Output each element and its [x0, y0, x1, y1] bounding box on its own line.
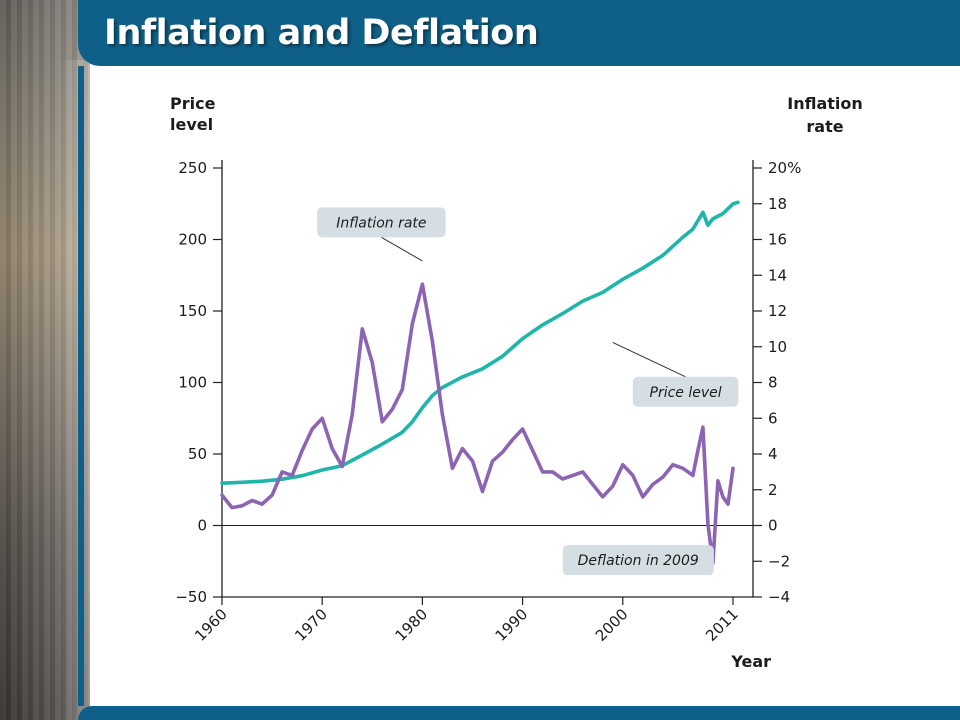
left-axis-title-line-2: level — [170, 115, 213, 134]
callout-label-inflation-rate: Inflation rate — [336, 215, 426, 231]
left-tick-label: 200 — [178, 231, 207, 249]
right-axis-title-line-1: Inflation — [787, 94, 863, 113]
right-tick-label: 10 — [768, 338, 787, 356]
chart: 250 200 150 100 50 0 −50 20% 18 16 14 12 10 8 6 4 2 0 −2 −4… — [170, 94, 863, 670]
callout-label-deflation-in-2009: Deflation in 2009 — [578, 553, 699, 569]
chart-series-layer — [220, 200, 740, 565]
x-tick-label: 1970 — [291, 605, 331, 645]
left-tick-label: −50 — [175, 588, 207, 606]
callout-label-price-level: Price level — [650, 385, 722, 401]
price-level-line — [220, 200, 740, 486]
right-tick-label: 16 — [768, 231, 787, 249]
inflation-rate-line — [220, 282, 735, 565]
x-tick-label: 1980 — [391, 605, 431, 645]
callout-box-deflation-in-2009 — [562, 545, 714, 576]
callout-box-inflation-rate — [317, 207, 446, 238]
right-tick-label: 20% — [768, 159, 801, 177]
left-border — [78, 66, 84, 706]
bottom-border — [78, 706, 960, 720]
callout-leader-price-level — [612, 342, 686, 378]
callout-box-price-level — [632, 376, 739, 407]
x-tick-label: 2011 — [702, 605, 742, 645]
x-tick-label: 2000 — [592, 605, 632, 645]
right-tick-label: 2 — [768, 481, 778, 499]
left-tick-label: 150 — [178, 302, 207, 320]
right-tick-label: 18 — [768, 195, 787, 213]
chart-axes: 250 200 150 100 50 0 −50 20% 18 16 14 12 10 8 6 4 2 0 −2 −4… — [170, 94, 863, 670]
left-tick-label: 100 — [178, 374, 207, 392]
right-tick-label: 4 — [768, 445, 778, 463]
right-tick-label: 12 — [768, 302, 787, 320]
callout-leader-inflation-rate — [381, 236, 423, 262]
right-tick-label: 6 — [768, 409, 778, 427]
right-tick-label: 14 — [768, 266, 787, 284]
left-axis-title-line-1: Price — [170, 94, 216, 113]
right-axis-title-line-2: rate — [806, 117, 843, 136]
right-tick-label: 8 — [768, 374, 778, 392]
chart-callouts: Inflation rate Price level Deflation in 20… — [317, 207, 739, 576]
left-tick-label: 50 — [188, 445, 207, 463]
left-tick-label: 0 — [197, 517, 207, 535]
right-tick-label: −2 — [768, 552, 790, 570]
x-axis-title: Year — [730, 652, 771, 670]
left-tick-label: 250 — [178, 159, 207, 177]
slide-title: Inflation and Deflation — [104, 13, 539, 53]
right-tick-label: 0 — [768, 517, 778, 535]
chart-panel: 250 200 150 100 50 0 −50 20% 18 16 14 12 10 8 6 4 2 0 −2 −4… — [170, 92, 865, 670]
title-bar — [78, 0, 960, 66]
x-tick-label: 1990 — [492, 605, 532, 645]
right-tick-label: −4 — [768, 588, 790, 606]
x-tick-label: 1960 — [191, 605, 231, 645]
